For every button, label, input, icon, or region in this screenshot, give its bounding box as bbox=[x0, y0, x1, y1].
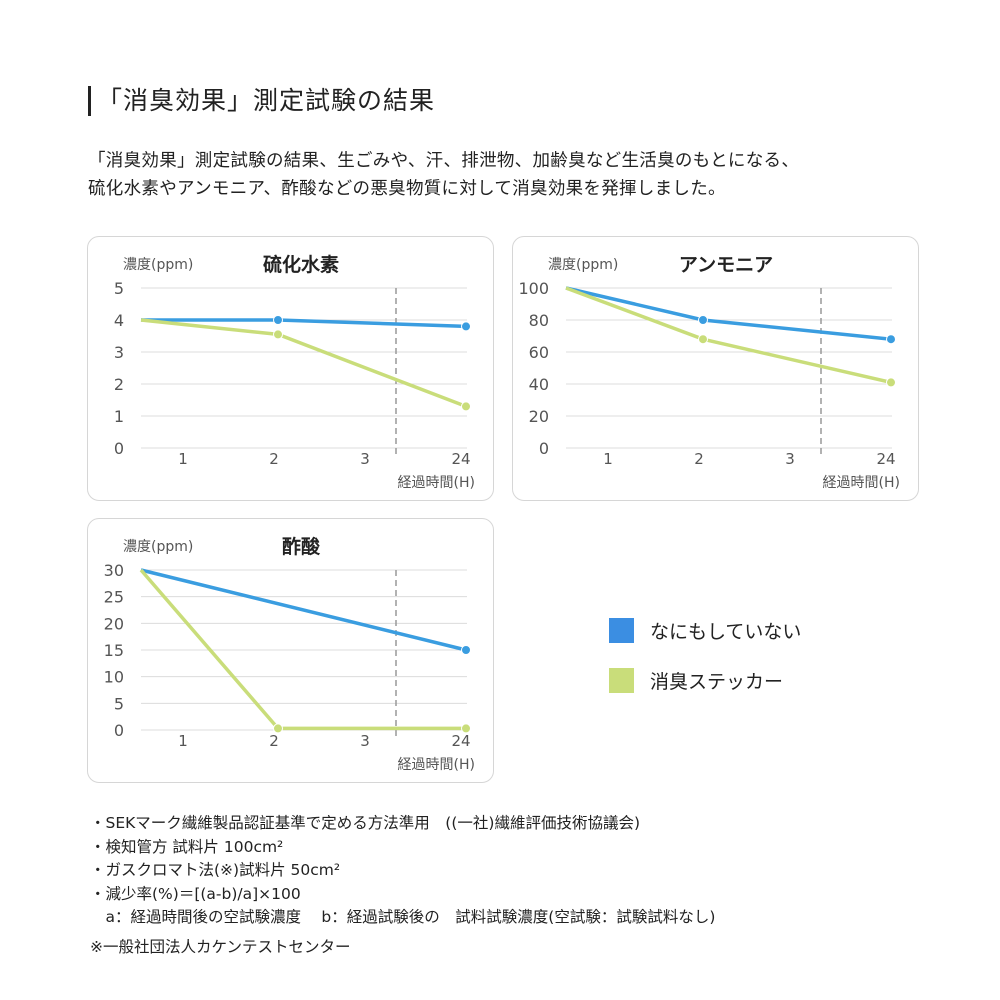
data-point bbox=[461, 645, 471, 655]
data-point bbox=[698, 334, 708, 345]
x-tick-label: 1 bbox=[178, 450, 188, 468]
note-line: ・ガスクロマト法(※)試料片 50cm² bbox=[90, 861, 341, 879]
y-tick-label: 40 bbox=[529, 375, 549, 394]
y-tick-label: 0 bbox=[114, 721, 124, 740]
legend-swatch-green bbox=[609, 668, 634, 693]
legend-label: 消臭ステッカー bbox=[650, 671, 784, 693]
y-tick-label: 4 bbox=[114, 311, 124, 330]
series-line bbox=[140, 568, 467, 652]
x-axis-label: 経過時間(H) bbox=[398, 475, 475, 491]
y-tick-label: 100 bbox=[518, 279, 549, 298]
data-point bbox=[273, 329, 283, 340]
y-tick-label: 20 bbox=[104, 614, 124, 633]
y-tick-label: 80 bbox=[529, 311, 549, 330]
chart-acetic-acid: 0 5 10 15 20 25 30 1 2 3 24 濃度(ppm) 酢酸経過時間(H) bbox=[87, 518, 494, 783]
x-tick-label: 24 bbox=[876, 450, 895, 468]
y-tick-label: 0 bbox=[114, 439, 124, 458]
y-tick-label: 5 bbox=[114, 279, 124, 298]
data-point bbox=[273, 315, 283, 325]
data-point bbox=[461, 321, 471, 332]
series-line bbox=[140, 318, 467, 409]
series-line bbox=[565, 286, 892, 341]
note-line: a：経過時間後の空試験濃度 b：経過試験後の 試料試験濃度(空試験：試験試料なし… bbox=[90, 908, 716, 926]
y-tick-label: 10 bbox=[104, 668, 124, 687]
x-tick-label: 24 bbox=[451, 732, 470, 750]
y-axis-label: 濃度(ppm) bbox=[123, 257, 193, 273]
page-title: 「消臭効果」測定試験の結果 bbox=[88, 86, 435, 116]
x-tick-label: 3 bbox=[785, 450, 795, 468]
legend-item-untreated: なにもしていない bbox=[609, 617, 801, 644]
y-tick-label: 3 bbox=[114, 343, 124, 362]
chart-title: 酢酸 bbox=[282, 535, 321, 558]
x-tick-label: 3 bbox=[360, 732, 370, 750]
data-point bbox=[698, 315, 708, 325]
y-tick-label: 5 bbox=[114, 694, 124, 713]
y-axis-label: 濃度(ppm) bbox=[123, 539, 193, 555]
y-tick-label: 60 bbox=[529, 343, 549, 362]
x-tick-label: 24 bbox=[451, 450, 470, 468]
y-tick-label: 30 bbox=[104, 561, 124, 580]
data-point bbox=[886, 377, 896, 388]
series-line bbox=[139, 568, 466, 731]
x-tick-label: 2 bbox=[269, 450, 279, 468]
note-line: ・減少率(%)＝[(a-b)/a]×100 bbox=[90, 884, 301, 903]
intro-text: 「消臭効果」測定試験の結果、生ごみや、汗、排泄物、加齢臭など生活臭のもとになる、… bbox=[88, 147, 799, 203]
y-tick-label: 1 bbox=[114, 407, 124, 426]
chart-ammonia: 0 20 40 60 80 100 1 2 3 24 濃度(ppm) アンモニア経過時間(H) bbox=[512, 236, 919, 501]
x-tick-label: 2 bbox=[694, 450, 704, 468]
x-tick-label: 3 bbox=[360, 450, 370, 468]
x-tick-label: 1 bbox=[603, 450, 613, 468]
legend-label: なにもしていない bbox=[650, 621, 802, 643]
y-axis-label: 濃度(ppm) bbox=[548, 257, 618, 273]
x-axis-label: 経過時間(H) bbox=[823, 475, 900, 491]
legend-item-sticker: 消臭ステッカー bbox=[609, 667, 783, 694]
data-point bbox=[461, 723, 471, 734]
y-tick-label: 0 bbox=[539, 439, 549, 458]
y-tick-label: 15 bbox=[104, 641, 124, 660]
y-tick-label: 25 bbox=[104, 588, 124, 607]
intro-line: 「消臭効果」測定試験の結果、生ごみや、汗、排泄物、加齢臭など生活臭のもとになる、 bbox=[88, 151, 800, 171]
x-tick-label: 2 bbox=[269, 732, 279, 750]
y-tick-label: 2 bbox=[114, 375, 124, 394]
source-note: ※一般社団法人カケンテストセンター bbox=[90, 938, 351, 956]
y-tick-label: 20 bbox=[529, 407, 549, 426]
chart-title: 硫化水素 bbox=[263, 253, 339, 276]
data-point bbox=[461, 401, 471, 412]
data-point bbox=[273, 723, 283, 734]
legend-swatch-blue bbox=[609, 618, 634, 643]
chart-title: アンモニア bbox=[679, 254, 773, 276]
chart-hydrogen-sulfide: 0 1 2 3 4 5 1 2 3 24 濃度(ppm) 硫化水素経過時間(H) bbox=[87, 236, 494, 501]
notes: ・SEKマーク繊維製品認証基準で定める方法準用 ((一社)繊維評価技術協議会) ・… bbox=[90, 812, 715, 930]
data-point bbox=[886, 334, 896, 345]
x-axis-label: 経過時間(H) bbox=[398, 757, 475, 773]
note-line: ・検知管方 試料片 100cm² bbox=[90, 837, 284, 856]
note-line: ・SEKマーク繊維製品認証基準で定める方法準用 ((一社)繊維評価技術協議会) bbox=[90, 814, 640, 832]
intro-line: 硫化水素やアンモニア、酢酸などの悪臭物質に対して消臭効果を発揮しました。 bbox=[88, 179, 726, 199]
x-tick-label: 1 bbox=[178, 732, 188, 750]
